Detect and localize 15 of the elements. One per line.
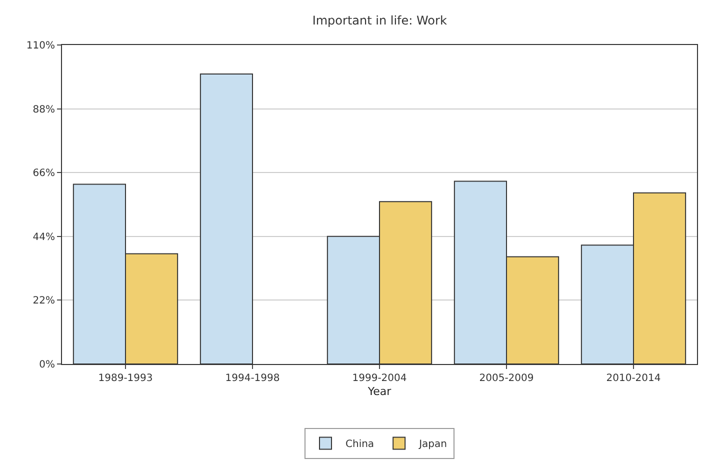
legend-label: China	[346, 439, 374, 450]
x-axis-title: Year	[366, 385, 392, 398]
legend-label: Japan	[418, 439, 447, 450]
y-tick-label: 44%	[32, 232, 55, 243]
x-tick-label: 1999-2004	[352, 373, 407, 384]
y-tick-label: 110%	[26, 40, 55, 52]
y-tick-label: 22%	[32, 296, 55, 307]
x-tick-label: 2005-2009	[479, 373, 534, 384]
x-tick-label: 1989-1993	[98, 373, 153, 384]
x-tick-label: 1994-1998	[225, 373, 280, 384]
y-tick-label: 66%	[32, 168, 55, 180]
y-tick-label: 88%	[32, 104, 55, 116]
x-tick-label: 2010-2014	[606, 373, 661, 384]
chart-title: Important in life: Work	[312, 14, 447, 28]
y-tick-label: 0%	[39, 360, 55, 370]
